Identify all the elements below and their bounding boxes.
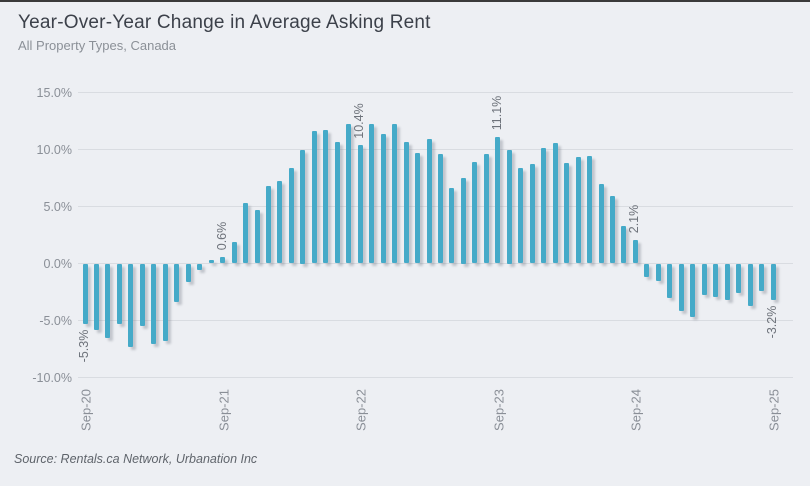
chart-subtitle: All Property Types, Canada: [18, 38, 177, 53]
bar: [231, 241, 237, 264]
bar: [128, 263, 134, 347]
bar: [174, 263, 180, 303]
bar: [736, 263, 742, 294]
window-top-edge: [0, 0, 810, 2]
bar: [621, 225, 627, 264]
bar: [392, 124, 398, 264]
bar: [220, 256, 226, 264]
gridline: [78, 263, 793, 264]
bar: [564, 163, 570, 264]
gridline: [78, 149, 793, 150]
bar: [598, 183, 604, 264]
bar: [277, 181, 283, 264]
source-note: Source: Rentals.ca Network, Urbanation I…: [14, 452, 258, 466]
gridline: [78, 92, 793, 93]
bar: [541, 148, 547, 264]
gridline: [78, 206, 793, 207]
bar: [747, 263, 753, 306]
bar: [759, 263, 765, 291]
bar: [116, 263, 122, 324]
bar: [575, 157, 581, 264]
bar: [678, 263, 684, 312]
y-axis-tick-label: 15.0%: [36, 85, 72, 100]
bar: [151, 263, 157, 345]
bar: [185, 263, 191, 282]
bar: [495, 136, 501, 264]
bar: [644, 263, 650, 278]
bar: [713, 263, 719, 297]
bar: [552, 142, 558, 264]
bar: [472, 162, 478, 264]
bar: [770, 263, 776, 300]
bar: [690, 263, 696, 318]
bar: [701, 263, 707, 296]
y-axis-tick-label: 5.0%: [43, 199, 73, 214]
bar: [460, 178, 466, 264]
bar: [254, 209, 260, 264]
bar: [449, 188, 455, 264]
gridline: [78, 320, 793, 321]
bar: [323, 130, 329, 264]
bar: [518, 167, 524, 264]
bar: [483, 154, 489, 264]
bar: [403, 141, 409, 264]
y-axis-tick-label: -10.0%: [32, 370, 72, 385]
bar: [82, 263, 88, 324]
bar: [587, 156, 593, 264]
bar: [380, 133, 386, 264]
bar: [667, 263, 673, 298]
bar: [300, 149, 306, 264]
gridline: [78, 377, 793, 378]
bar: [437, 154, 443, 264]
bar: [655, 263, 661, 281]
bar: [609, 196, 615, 264]
bar: [105, 263, 111, 338]
bar: [415, 152, 421, 264]
bar: [197, 263, 203, 271]
bar: [632, 239, 638, 264]
bar: [162, 263, 168, 342]
bar: [139, 263, 145, 327]
bar: [311, 131, 317, 264]
chart-title: Year-Over-Year Change in Average Asking …: [18, 12, 431, 33]
bar: [506, 149, 512, 264]
bar: [334, 141, 340, 264]
bar: [93, 263, 99, 330]
bar: [265, 185, 271, 264]
y-axis-tick-label: 0.0%: [43, 256, 73, 271]
y-axis-tick-label: -5.0%: [39, 313, 72, 328]
bar: [357, 144, 363, 264]
bar: [346, 124, 352, 264]
bar: [208, 260, 214, 264]
y-axis-tick-label: 10.0%: [36, 142, 72, 157]
bar: [426, 139, 432, 264]
bar: [288, 167, 294, 264]
bar: [369, 124, 375, 264]
bar: [243, 203, 249, 264]
bar: [724, 263, 730, 300]
bar: [529, 164, 535, 264]
